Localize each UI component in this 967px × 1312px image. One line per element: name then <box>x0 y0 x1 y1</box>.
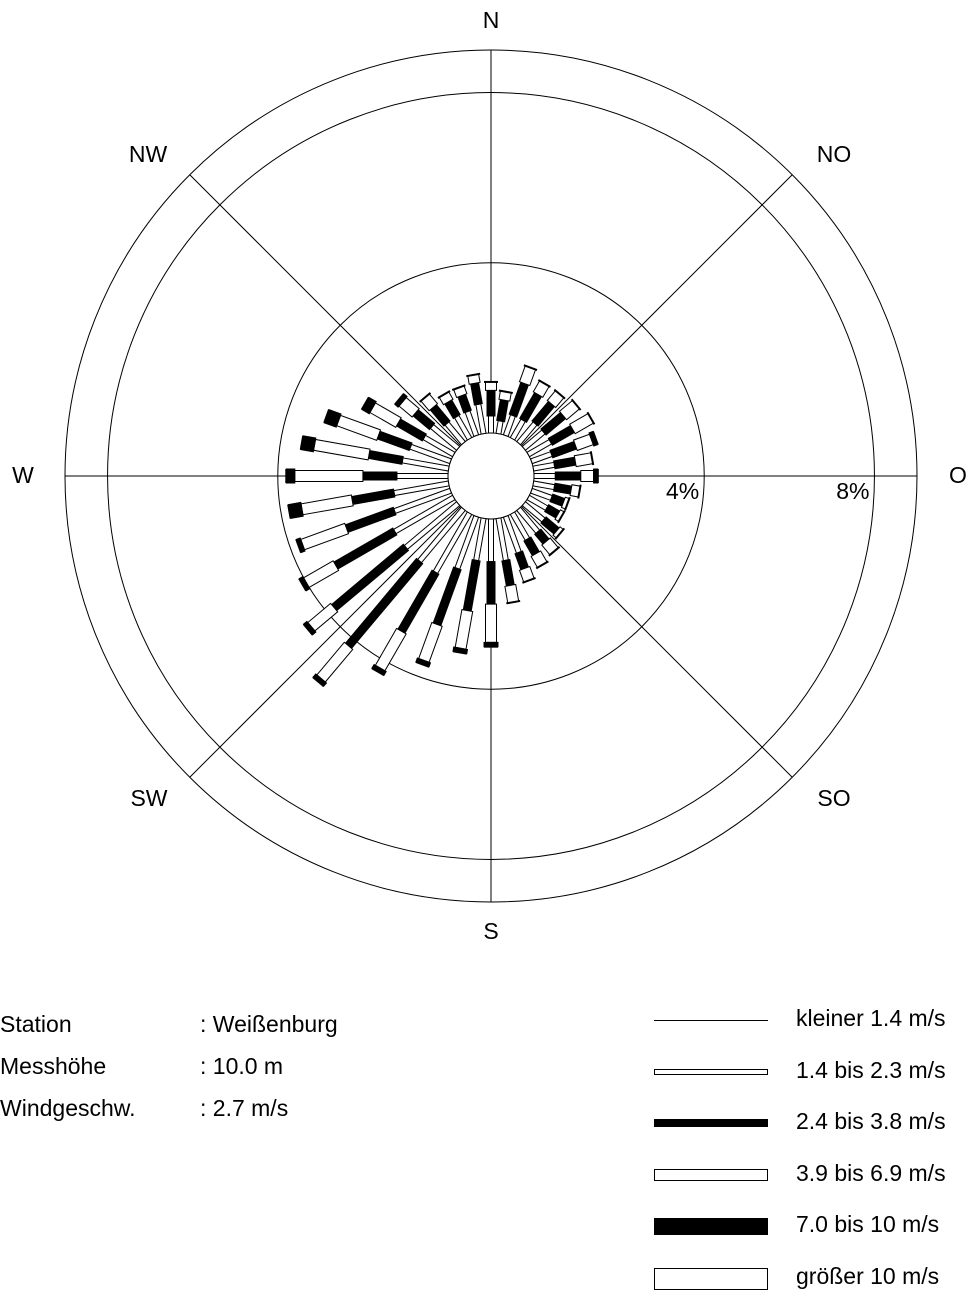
bar-segment-medium-open <box>486 604 497 642</box>
bar-segment-narrow-open <box>489 519 494 562</box>
bar-segment-narrow-filled <box>368 451 403 465</box>
bar-segment-narrow-open <box>496 421 503 435</box>
legend-item: 7.0 bis 10 m/s <box>654 1209 967 1261</box>
legend-label: 1.4 bis 2.3 m/s <box>796 1057 946 1084</box>
bar-segment-narrow-filled <box>458 394 471 413</box>
wind-sectors <box>286 365 598 686</box>
compass-label-nw: NW <box>129 141 168 167</box>
legend-swatch-thin-line <box>654 1020 768 1021</box>
bar-segment-medium-open <box>370 403 401 427</box>
bar-segment-narrow-filled <box>363 472 397 480</box>
info-key: Station <box>0 1003 72 1045</box>
legend-label: kleiner 1.4 m/s <box>796 1005 946 1032</box>
wind-rose-chart: N NO O SO S SW W NW 4% 8% <box>0 0 967 960</box>
legend-label: größer 10 m/s <box>796 1263 939 1290</box>
legend-label: 2.4 bis 3.8 m/s <box>796 1108 946 1135</box>
bar-segment-narrow-filled <box>487 562 495 605</box>
bar-segment-narrow-filled <box>554 483 572 494</box>
bar-segment-medium-open <box>419 623 443 663</box>
sector-0 <box>484 382 498 433</box>
bar-segment-medium-open <box>304 561 339 588</box>
legend-swatch-narrow-filled <box>654 1119 768 1127</box>
bar-segment-medium-open <box>486 382 497 391</box>
bar-segment-narrow-filled <box>487 390 495 416</box>
legend-swatch-wide-open <box>654 1268 768 1290</box>
compass-label-w: W <box>12 462 34 488</box>
legend-item: 2.4 bis 3.8 m/s <box>654 1106 967 1158</box>
compass-label-sw: SW <box>130 785 167 811</box>
bar-segment-narrow-filled <box>497 399 509 421</box>
bar-segment-medium-open <box>317 642 353 682</box>
polar-grid <box>65 50 917 902</box>
bar-segment-narrow-open <box>476 404 486 434</box>
legend-item: 1.4 bis 2.3 m/s <box>654 1055 967 1107</box>
bar-segment-narrow-filled <box>554 457 576 469</box>
bar-segment-wide-filled <box>286 469 295 483</box>
compass-label-no: NO <box>817 141 852 167</box>
compass-label-s: S <box>483 918 498 944</box>
compass-label-so: SO <box>817 785 850 811</box>
spoke-no <box>521 175 792 446</box>
bar-segment-narrow-open <box>397 474 448 479</box>
ring-label: 4% <box>666 478 699 504</box>
bar-segment-narrow-filled <box>352 489 395 504</box>
info-value: : 10.0 m <box>200 1045 283 1087</box>
legend-item: größer 10 m/s <box>654 1261 967 1312</box>
bar-segment-narrow-filled <box>332 544 409 610</box>
legend-item: kleiner 1.4 m/s <box>654 1003 967 1055</box>
info-key: Windgeschw. <box>0 1087 136 1129</box>
bar-segment-medium-open <box>505 584 519 603</box>
bar-segment-medium-open <box>337 415 381 440</box>
info-value: : 2.7 m/s <box>200 1087 288 1129</box>
sector-270 <box>286 469 448 483</box>
bar-segment-narrow-filled <box>463 560 480 612</box>
bar-segment-narrow-filled <box>345 559 422 649</box>
info-key: Messhöhe <box>0 1045 106 1087</box>
bar-segment-narrow-filled <box>345 507 396 532</box>
legend-swatch-medium-open <box>654 1169 768 1181</box>
bar-segment-narrow-filled <box>502 560 514 587</box>
sector-90 <box>534 469 598 483</box>
bar-segment-medium-open <box>301 495 353 515</box>
bar-segment-medium-open <box>301 523 349 549</box>
bar-segment-medium-open <box>295 471 363 482</box>
bar-segment-narrow-filled <box>555 472 581 480</box>
legend-swatch-narrow-open <box>654 1069 768 1075</box>
spoke-so <box>521 506 792 777</box>
bar-segment-medium-open <box>574 453 593 467</box>
bar-segment-narrow-filled <box>377 431 412 450</box>
ring-label: 8% <box>836 478 869 504</box>
spoke-nw <box>190 175 461 446</box>
compass-label-n: N <box>483 7 500 33</box>
bar-segment-medium-open <box>314 440 370 460</box>
bar-segment-medium-open <box>581 471 594 482</box>
bar-segment-narrow-filled <box>515 551 528 570</box>
legend-swatch-wide-filled <box>654 1218 768 1235</box>
legend-label: 3.9 bis 6.9 m/s <box>796 1160 946 1187</box>
speed-legend: kleiner 1.4 m/s 1.4 bis 2.3 m/s 2.4 bis … <box>654 1003 967 1312</box>
bar-segment-narrow-open <box>533 462 555 471</box>
bar-segment-medium-open <box>455 610 473 650</box>
spoke-sw <box>190 506 461 777</box>
legend-label: 7.0 bis 10 m/s <box>796 1211 939 1238</box>
legend-item: 3.9 bis 6.9 m/s <box>654 1158 967 1210</box>
compass-label-o: O <box>949 462 967 488</box>
sector-180 <box>484 519 498 647</box>
calm-circle <box>448 433 534 519</box>
bar-segment-narrow-open <box>533 481 555 490</box>
bar-segment-narrow-open <box>489 416 494 433</box>
bar-segment-narrow-filled <box>471 383 483 405</box>
info-value: : Weißenburg <box>200 1003 338 1045</box>
bar-segment-narrow-open <box>534 474 555 479</box>
